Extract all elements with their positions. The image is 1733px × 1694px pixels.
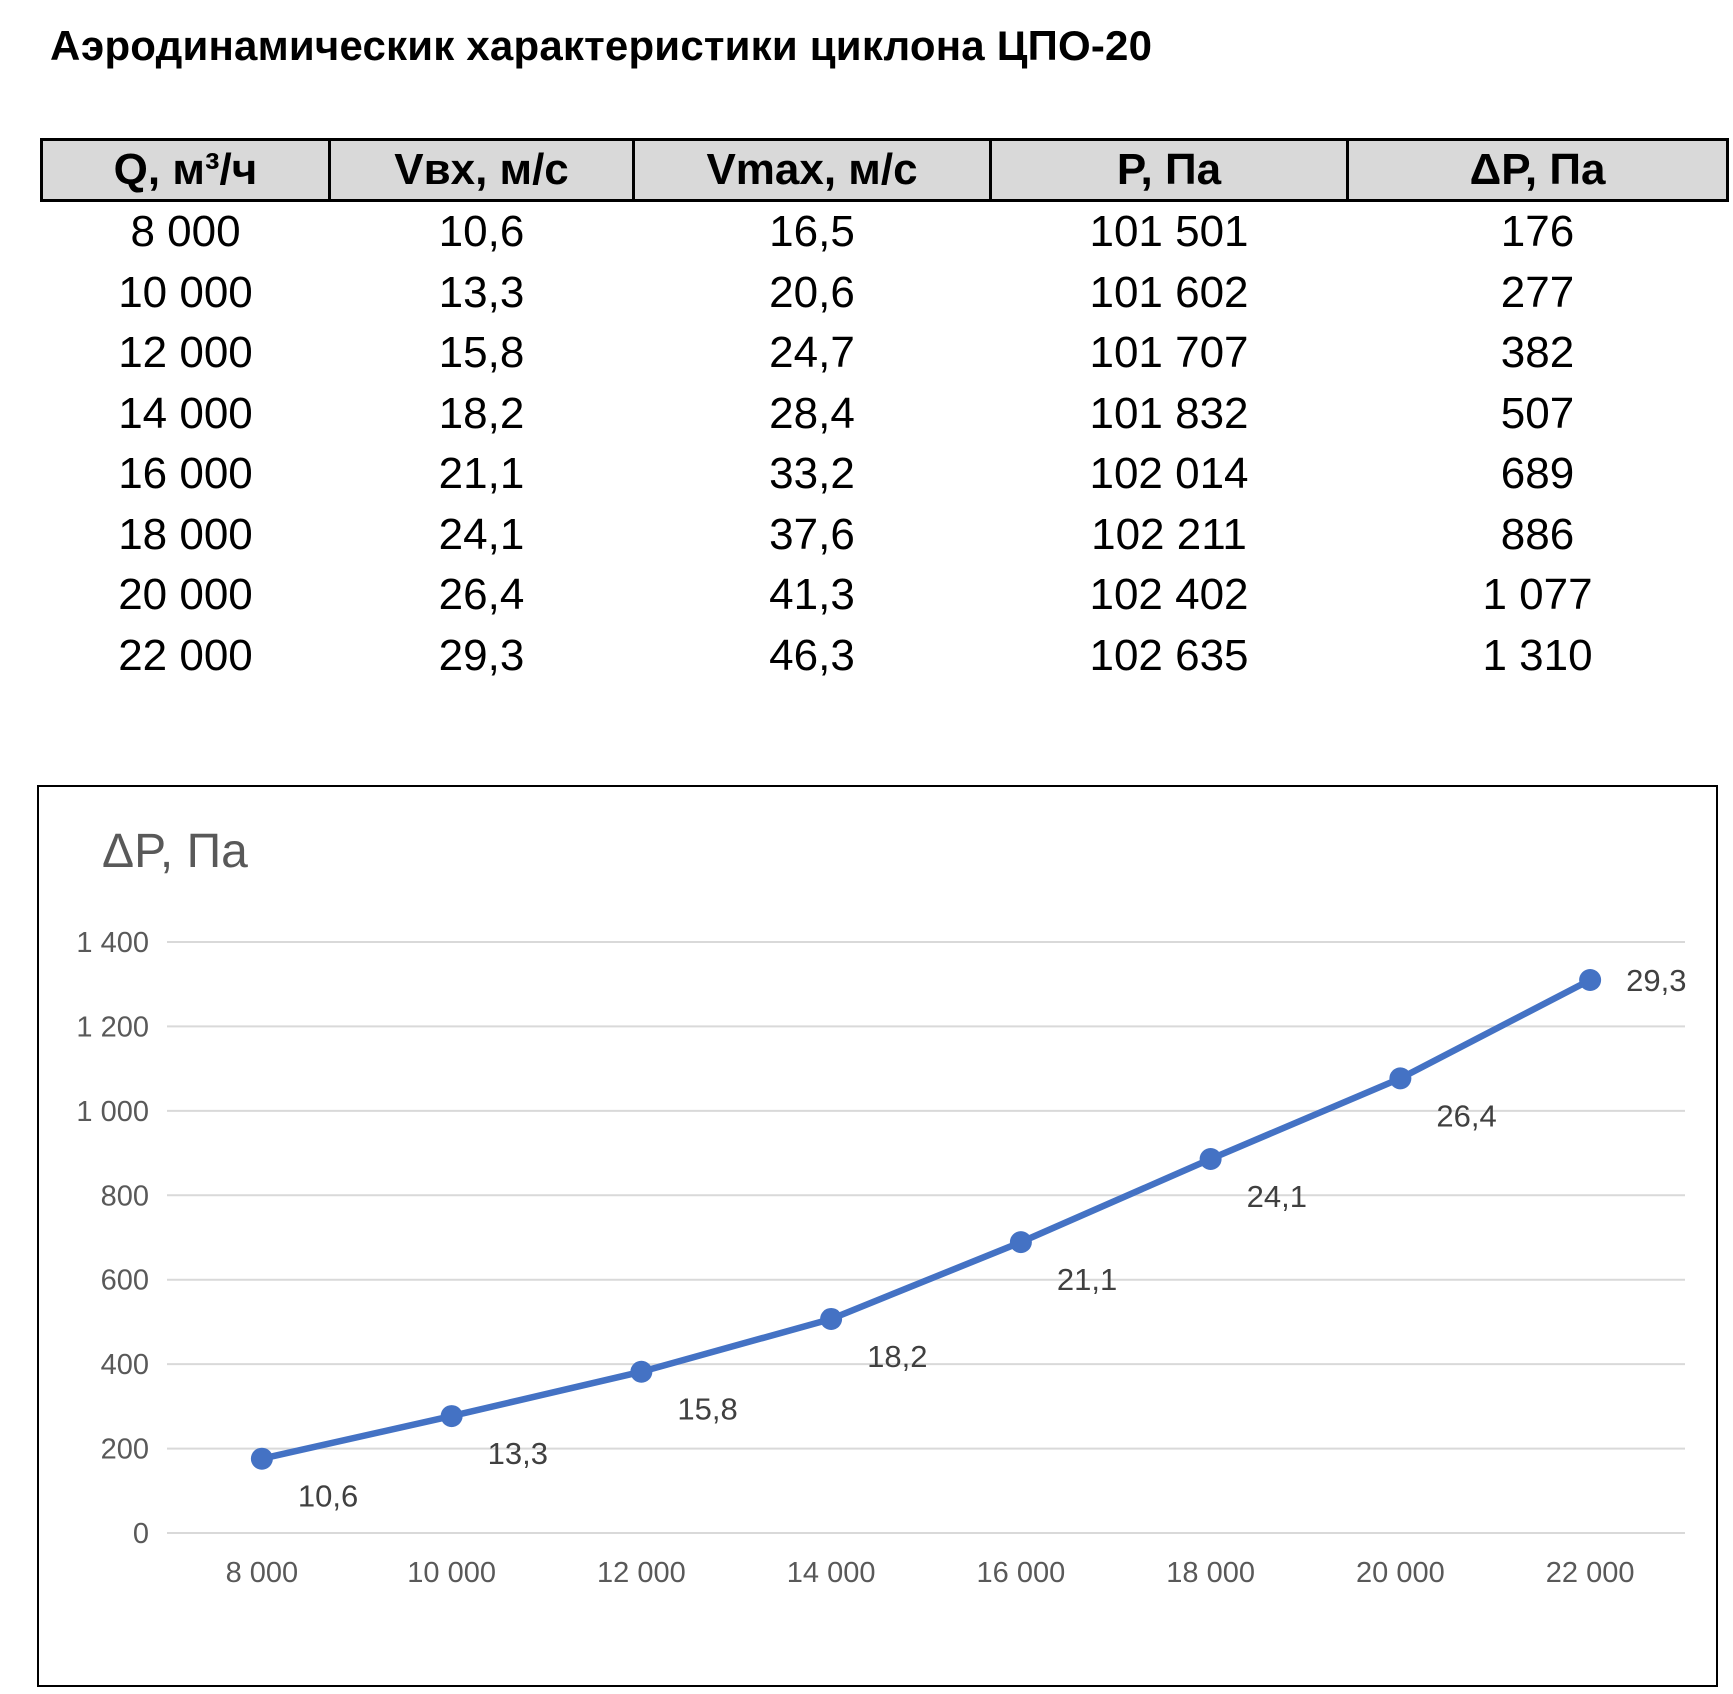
cell-max-velocity: 20,6 [769, 267, 855, 317]
data-label: 18,2 [867, 1339, 927, 1374]
header-max-velocity: Vmax, м/с [632, 138, 992, 202]
data-labels: 10,6 13,3 15,8 18,2 21,1 24,1 26,4 29,3 [298, 963, 1687, 1514]
pressure-drop-chart: ΔP, Па 0 200 400 600 800 1 000 1 200 1 400 8 00… [76, 825, 1687, 1589]
cell-pressure: 101 707 [1089, 328, 1249, 378]
x-tick-label: 12 000 [597, 1557, 686, 1589]
cell-inlet-velocity: 15,8 [438, 328, 525, 378]
data-label: 21,1 [1057, 1262, 1117, 1297]
y-tick-label: 0 [133, 1518, 149, 1550]
cell-pressure: 101 501 [1089, 207, 1249, 257]
cell-max-velocity: 28,4 [769, 388, 855, 438]
x-tick-label: 10 000 [407, 1557, 496, 1589]
data-label: 13,3 [488, 1436, 548, 1471]
cell-max-velocity: 33,2 [769, 449, 855, 499]
chart-frame: ΔP, Па 0 200 400 600 800 1 000 1 200 1 400 8 00… [37, 785, 1718, 1687]
cell-max-velocity: 24,7 [769, 328, 855, 378]
cell-flow-rate: 14 000 [118, 388, 253, 438]
cell-pressure-drop: 1 077 [1482, 570, 1593, 620]
cell-pressure-drop: 382 [1500, 328, 1575, 378]
data-point [820, 1307, 843, 1330]
cell-pressure: 102 211 [1091, 509, 1247, 559]
data-point [440, 1405, 463, 1428]
y-tick-label: 1 400 [76, 927, 149, 959]
cell-pressure-drop: 507 [1500, 388, 1575, 438]
table-row: 10 000 13,3 20,6 101 602 277 [42, 263, 1728, 324]
header-pressure: P, Па [989, 138, 1349, 202]
series-line [258, 976, 1594, 1462]
table-row: 22 000 29,3 46,3 102 635 1 310 [42, 626, 1728, 687]
cell-pressure: 102 402 [1089, 570, 1249, 620]
cell-inlet-velocity: 18,2 [438, 388, 525, 438]
x-tick-label: 14 000 [787, 1557, 876, 1589]
cell-pressure-drop: 1 310 [1482, 630, 1593, 680]
table-row: 18 000 24,1 37,6 102 211 886 [42, 505, 1728, 566]
data-label: 24,1 [1247, 1179, 1307, 1214]
table-row: 8 000 10,6 16,5 101 501 176 [42, 201, 1728, 263]
x-tick-label: 22 000 [1546, 1557, 1635, 1589]
y-tick-label: 600 [101, 1265, 149, 1297]
cell-flow-rate: 22 000 [118, 630, 253, 680]
x-tick-labels: 8 000 10 000 12 000 14 000 16 000 18 000 20 00… [226, 1557, 1635, 1589]
cell-inlet-velocity: 10,6 [438, 207, 525, 257]
cell-pressure: 101 602 [1089, 267, 1249, 317]
cell-max-velocity: 41,3 [769, 570, 855, 620]
cell-pressure-drop: 886 [1500, 509, 1575, 559]
data-point [1389, 1067, 1412, 1090]
header-flow-rate: Q, м³/ч [40, 138, 331, 202]
table-row: 16 000 21,1 33,2 102 014 689 [42, 444, 1728, 505]
cell-flow-rate: 12 000 [118, 328, 253, 378]
cell-max-velocity: 37,6 [769, 509, 855, 559]
page-title: Аэродинамическик характеристики циклона … [50, 22, 1153, 69]
cell-flow-rate: 8 000 [130, 207, 241, 257]
y-tick-label: 1 000 [76, 1096, 149, 1128]
data-label: 29,3 [1626, 963, 1686, 998]
x-tick-label: 18 000 [1166, 1557, 1255, 1589]
data-label: 26,4 [1436, 1098, 1496, 1133]
y-tick-labels: 0 200 400 600 800 1 000 1 200 1 400 [76, 927, 149, 1550]
series-layer [250, 968, 1602, 1470]
y-tick-label: 400 [101, 1349, 149, 1381]
cell-pressure-drop: 689 [1500, 449, 1575, 499]
y-tick-label: 800 [101, 1180, 149, 1212]
x-tick-label: 20 000 [1356, 1557, 1445, 1589]
cell-pressure: 102 635 [1089, 630, 1249, 680]
table-header-row: Q, м³/ч Vвх, м/с Vmax, м/с P, Па ΔP, Па [40, 138, 1729, 202]
x-tick-label: 8 000 [226, 1557, 299, 1589]
x-tick-label: 16 000 [977, 1557, 1066, 1589]
cell-pressure-drop: 176 [1500, 207, 1575, 257]
table-row: 14 000 18,2 28,4 101 832 507 [42, 384, 1728, 445]
data-point [1199, 1147, 1222, 1170]
gridlines [167, 941, 1685, 1534]
header-pressure-drop: ΔP, Па [1346, 138, 1729, 202]
cell-inlet-velocity: 29,3 [438, 630, 525, 680]
cell-flow-rate: 16 000 [118, 449, 253, 499]
cell-pressure: 102 014 [1089, 449, 1249, 499]
header-inlet-velocity: Vвх, м/с [328, 138, 635, 202]
table-row: 20 000 26,4 41,3 102 402 1 077 [42, 565, 1728, 626]
cell-pressure: 101 832 [1089, 388, 1249, 438]
cell-flow-rate: 18 000 [118, 509, 253, 559]
table-row: 12 000 15,8 24,7 101 707 382 [42, 323, 1728, 384]
cell-inlet-velocity: 13,3 [438, 267, 525, 317]
cell-max-velocity: 16,5 [769, 207, 855, 257]
table-body: 8 000 10,6 16,5 101 501 176 10 000 13,3 20,6 101… [42, 201, 1728, 687]
data-point [250, 1447, 273, 1470]
y-tick-label: 1 200 [76, 1011, 149, 1043]
cell-max-velocity: 46,3 [769, 630, 855, 680]
cell-inlet-velocity: 21,1 [438, 449, 525, 499]
cell-inlet-velocity: 24,1 [438, 509, 525, 559]
y-axis-title: ΔP, Па [102, 825, 248, 878]
cell-inlet-velocity: 26,4 [438, 570, 525, 620]
cell-flow-rate: 10 000 [118, 267, 253, 317]
data-label: 10,6 [298, 1479, 358, 1514]
data-point [1579, 968, 1602, 991]
data-point [1009, 1231, 1032, 1254]
cell-pressure-drop: 277 [1500, 267, 1575, 317]
data-label: 15,8 [677, 1392, 737, 1427]
data-table: Q, м³/ч Vвх, м/с Vmax, м/с P, Па ΔP, Па … [40, 138, 1729, 686]
data-point [630, 1360, 653, 1383]
cell-flow-rate: 20 000 [118, 570, 253, 620]
y-tick-label: 200 [101, 1434, 149, 1466]
